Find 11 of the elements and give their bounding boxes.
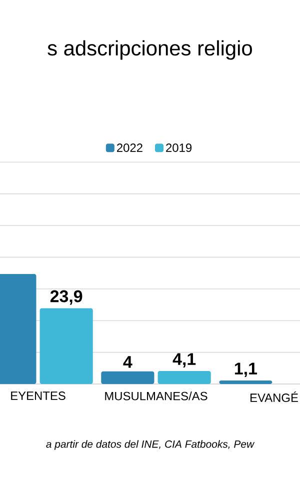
text: a partir de datos del INE, CIA Fatbooks, Pew <box>46 440 255 450</box>
data-label: 4,1 <box>172 353 196 368</box>
data-label: 1,1 <box>234 362 257 377</box>
legend-label: 2022 <box>117 144 142 152</box>
data-label: 23,9 <box>50 290 82 305</box>
data-label: 4 <box>123 356 132 368</box>
x-tick-label: EVANGÉ <box>250 392 298 402</box>
chart-title: s adscripciones religio <box>48 40 252 60</box>
x-tick-label: EYENTES <box>11 392 66 400</box>
x-tick-label: MUSULMANES/AS <box>105 392 208 400</box>
legend-label: 2019 <box>166 144 192 152</box>
